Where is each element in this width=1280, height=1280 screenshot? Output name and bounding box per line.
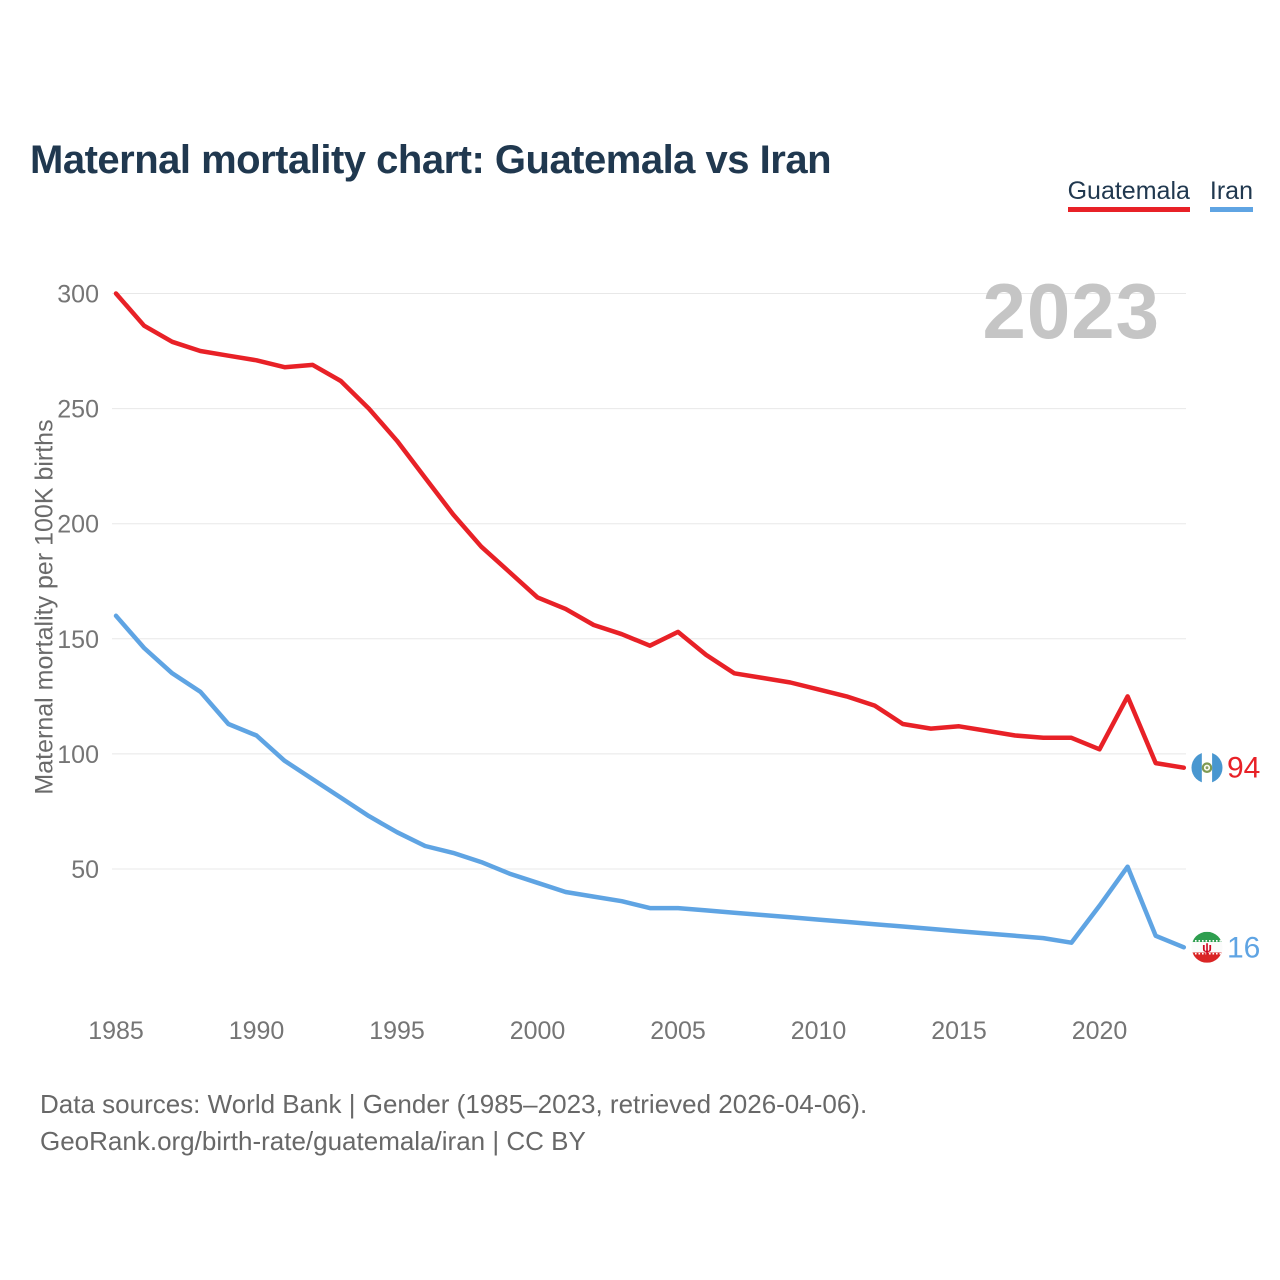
x-tick-label: 2010 — [791, 1017, 847, 1045]
y-axis-title: Maternal mortality per 100K births — [30, 419, 59, 795]
y-tick-label: 50 — [71, 856, 99, 884]
y-tick-label: 100 — [57, 741, 99, 769]
series-line-iran[interactable] — [113, 613, 1187, 950]
x-tick-label: 1995 — [369, 1017, 425, 1045]
svg-text:ψ: ψ — [1202, 940, 1212, 955]
end-value-label-guatemala: 94 — [1227, 752, 1260, 785]
series-line-guatemala[interactable] — [113, 291, 1187, 770]
guatemala-flag-icon — [1191, 752, 1223, 784]
x-tick-label: 2005 — [650, 1017, 706, 1045]
x-tick-label: 1990 — [229, 1017, 285, 1045]
iran-flag-icon: ψ — [1191, 931, 1223, 963]
y-tick-label: 150 — [57, 626, 99, 654]
y-tick-label: 250 — [57, 396, 99, 424]
y-tick-label: 300 — [57, 281, 99, 309]
footer-sources-line: Data sources: World Bank | Gender (1985–… — [40, 1089, 868, 1119]
legend: Guatemala Iran — [1067, 178, 1253, 212]
footer-attribution-line: GeoRank.org/birth-rate/guatemala/iran | … — [40, 1126, 586, 1156]
page-title: Maternal mortality chart: Guatemala vs I… — [30, 137, 832, 182]
end-value-label-iran: 16 — [1227, 931, 1260, 964]
x-tick-label: 2000 — [510, 1017, 566, 1045]
y-tick-label: 200 — [57, 511, 99, 539]
x-tick-label: 2015 — [931, 1017, 987, 1045]
year-watermark: 2023 — [982, 267, 1160, 355]
x-tick-label: 1985 — [88, 1017, 144, 1045]
legend-item-iran[interactable]: Iran — [1209, 178, 1253, 212]
legend-item-guatemala[interactable]: Guatemala — [1067, 178, 1190, 212]
x-tick-label: 2020 — [1072, 1017, 1128, 1045]
footer: Data sources: World Bank | Gender (1985–… — [40, 1086, 867, 1160]
